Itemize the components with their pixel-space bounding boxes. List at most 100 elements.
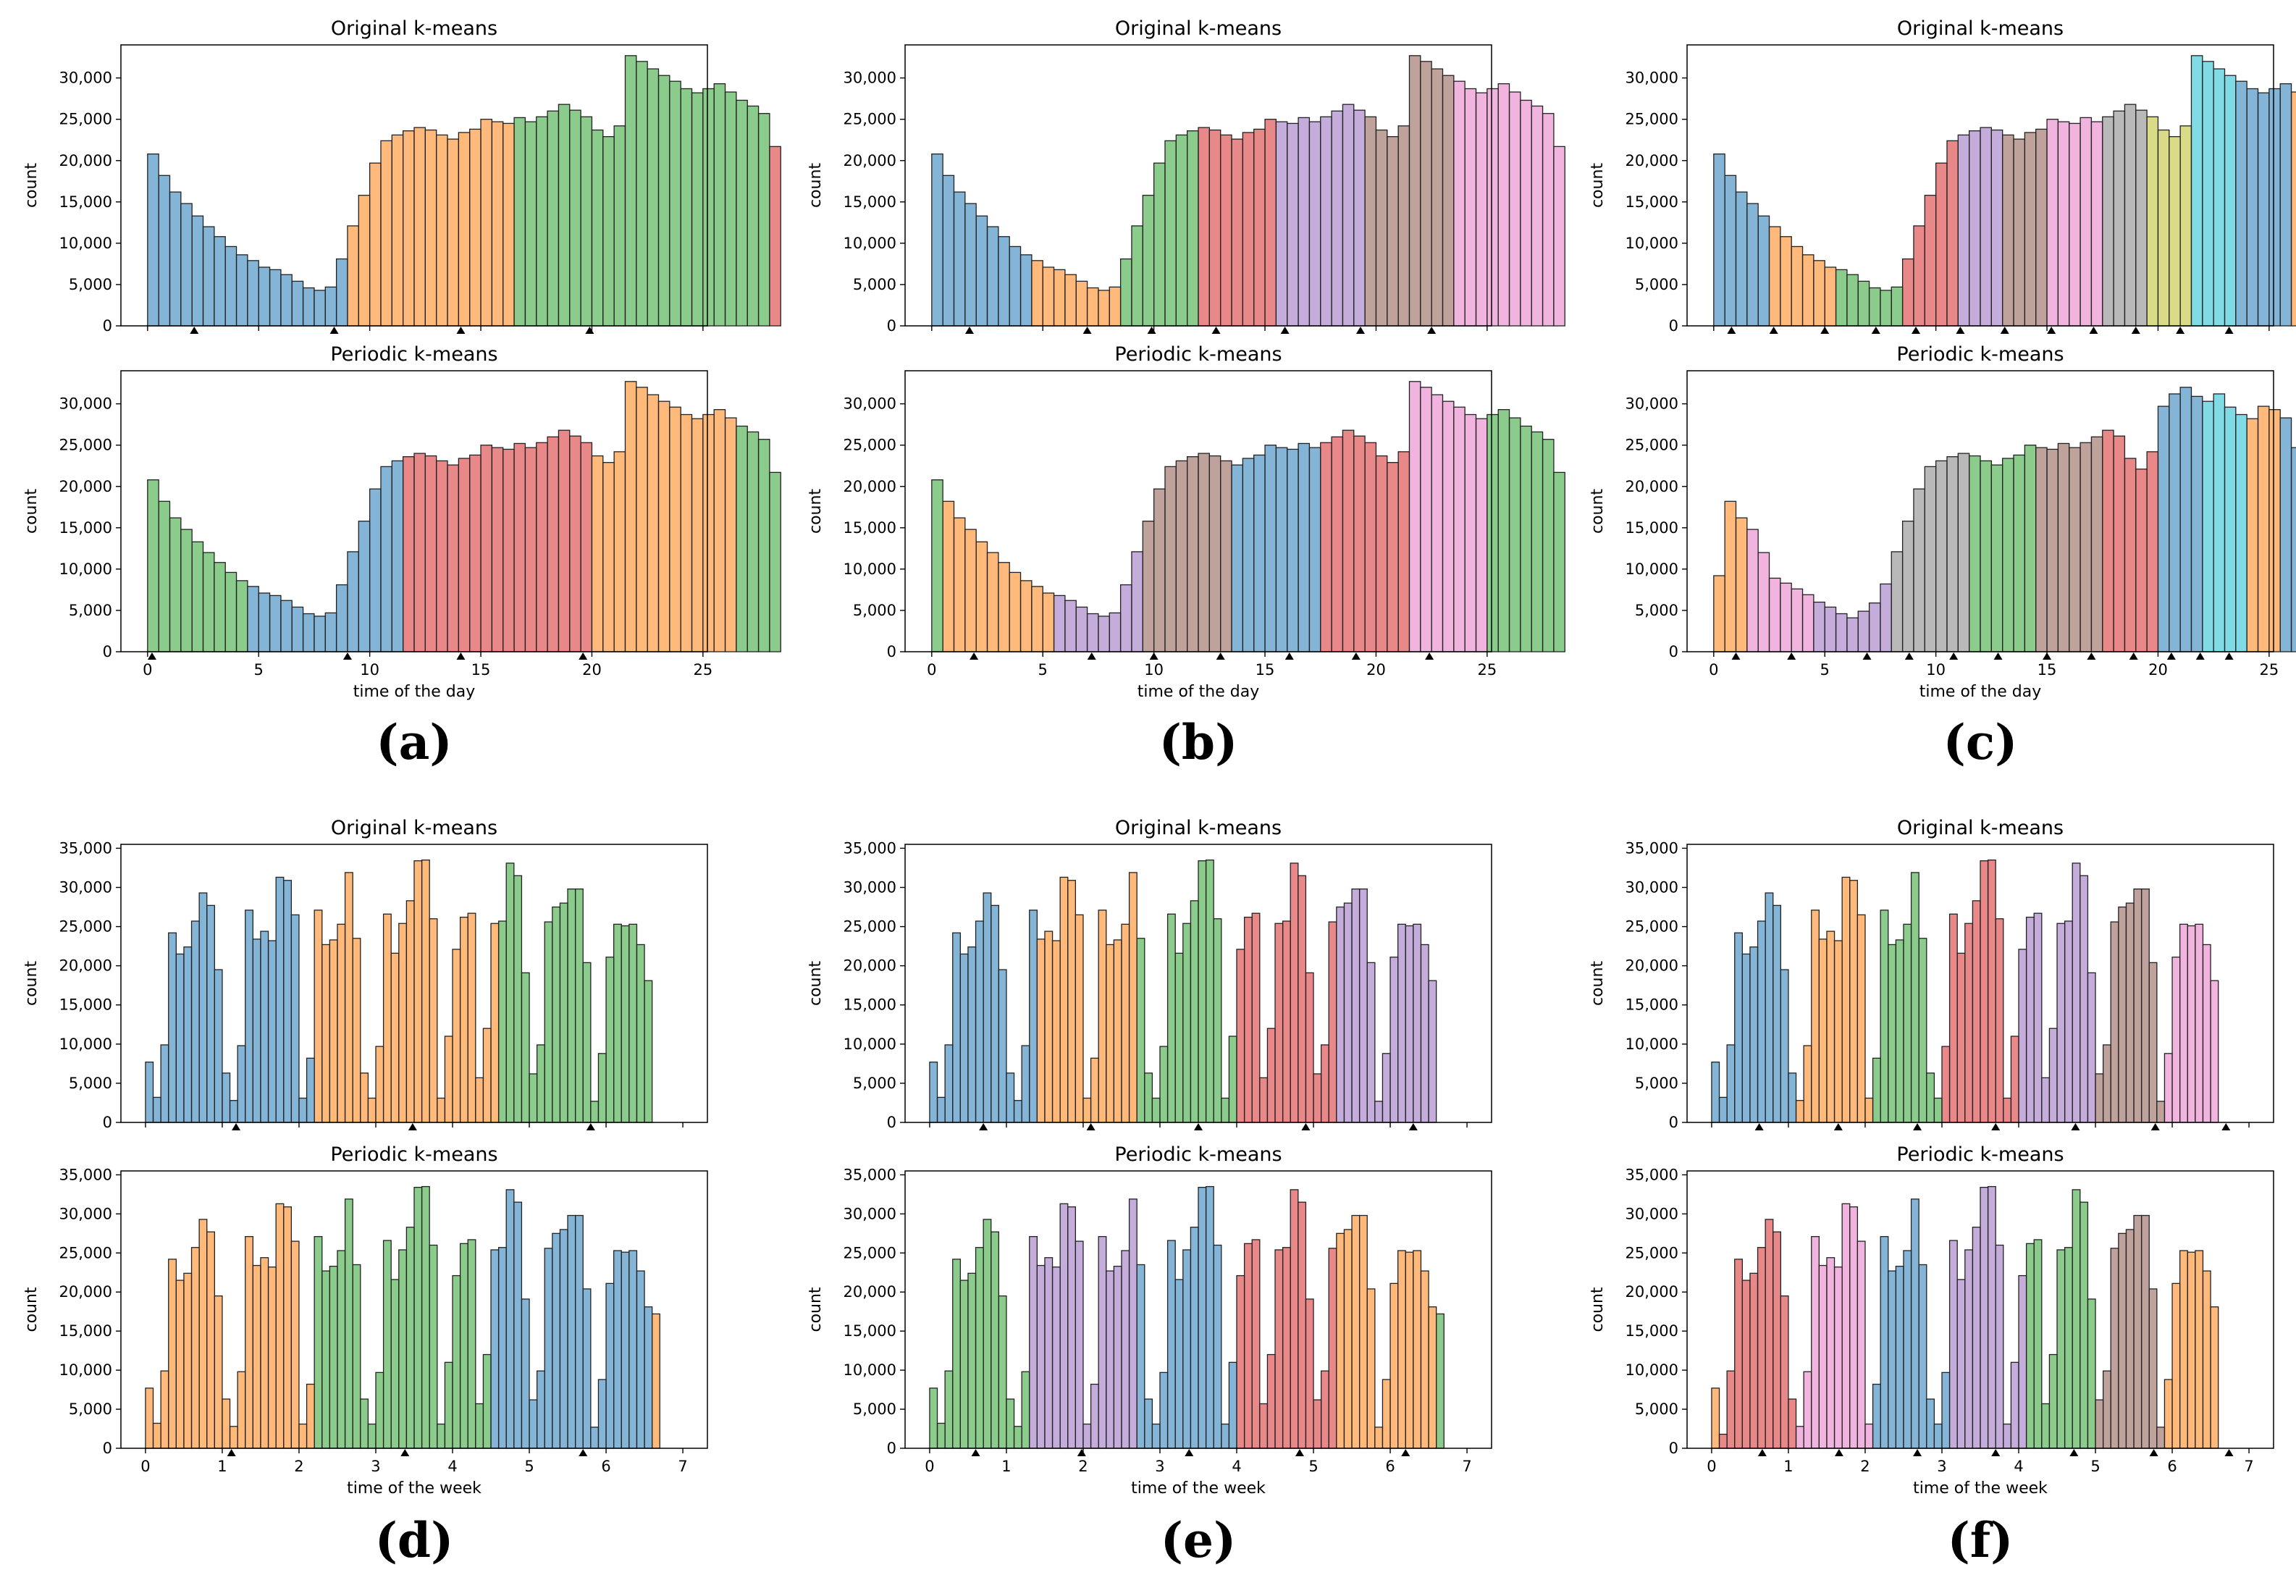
histogram-bar <box>953 517 966 652</box>
centroid-marker <box>190 327 199 334</box>
histogram-bar <box>1364 116 1377 327</box>
axes-frame <box>120 844 708 1123</box>
histogram-bar <box>169 517 182 652</box>
centroid-marker <box>1956 327 1965 334</box>
y-axis-label: count <box>807 961 825 1006</box>
axes-frame <box>120 1170 708 1449</box>
histogram-bar <box>2135 469 2148 652</box>
y-tick-label: 35,000 <box>59 1166 112 1183</box>
histogram-bar <box>1351 889 1361 1123</box>
histogram-bar <box>452 949 461 1123</box>
histogram-bar <box>636 61 648 327</box>
histogram-bar <box>1811 910 1820 1123</box>
histogram-bar <box>352 1264 361 1449</box>
y-tick-label: 5,000 <box>1635 1400 1678 1418</box>
centroid-marker <box>964 327 974 334</box>
x-tick-label: 1 <box>1783 1458 1793 1475</box>
histogram-bar <box>1075 1240 1084 1449</box>
histogram-bar <box>360 1398 369 1449</box>
centroid-marker <box>1295 1449 1304 1456</box>
histogram-bar <box>1765 892 1774 1123</box>
histogram-bar <box>1021 1371 1030 1449</box>
histogram-bar <box>1253 454 1266 652</box>
y-tick-label: 25,000 <box>59 1244 112 1261</box>
histogram-bar <box>405 1227 415 1449</box>
histogram-bar <box>2013 454 2026 652</box>
centroid-marker <box>1284 652 1294 660</box>
histogram-bar <box>1995 918 2004 1123</box>
chart-d-top: Original k-means 0 5,000 10,000 15,000 20,000… <box>22 817 708 1131</box>
histogram-bar <box>1131 551 1143 652</box>
histogram-bar <box>1849 1206 1859 1449</box>
histogram-bar <box>245 910 254 1123</box>
histogram-bar <box>2257 92 2270 327</box>
histogram-bar <box>558 429 571 652</box>
histogram-bar <box>2024 132 2037 327</box>
histogram-bar <box>1735 517 1748 652</box>
histogram-bar <box>929 1062 938 1123</box>
histogram-bar <box>224 245 237 327</box>
histogram-bar <box>291 280 304 327</box>
histogram-bar <box>613 125 626 327</box>
histogram-bar <box>1098 290 1110 327</box>
x-tick-label: 0 <box>1709 661 1718 679</box>
histogram-bar <box>475 1077 484 1123</box>
histogram-bar <box>590 1101 600 1123</box>
histogram-bar <box>536 1370 545 1449</box>
histogram-bar <box>967 946 977 1123</box>
histogram-bar <box>459 916 468 1123</box>
histogram-bar <box>2246 418 2259 652</box>
y-axis-label: count <box>807 163 825 208</box>
histogram-bar <box>1788 1072 1797 1123</box>
histogram-bar <box>1531 105 1544 327</box>
histogram-bar <box>1946 456 1959 652</box>
histogram-bar <box>1888 944 1897 1123</box>
centroid-marker <box>1194 1123 1203 1130</box>
x-tick-label: 6 <box>2167 1458 2177 1475</box>
y-tick-label: 20,000 <box>844 478 896 495</box>
histogram-bar <box>1980 1187 1989 1449</box>
histogram-bar <box>1868 602 1881 652</box>
y-tick-label: 0 <box>103 1114 112 1131</box>
histogram-bar <box>2033 1239 2043 1449</box>
y-tick-label: 0 <box>103 643 112 660</box>
y-tick-label: 25,000 <box>1626 111 1678 128</box>
histogram-bar <box>1159 1372 1169 1449</box>
histogram-bar <box>2213 68 2226 327</box>
histogram-bar <box>1198 453 1210 652</box>
histogram-bar <box>2113 435 2126 652</box>
chart-c-bottom: Periodic k-means 0 5,000 10,000 15,000 20,000… <box>1589 343 2296 701</box>
histogram-bar <box>952 932 961 1123</box>
histogram-bar <box>1964 1249 1974 1449</box>
histogram-bar <box>2064 920 2073 1123</box>
centroid-marker <box>1087 652 1096 660</box>
histogram-bar <box>280 600 293 652</box>
histogram-bar <box>1236 1274 1245 1449</box>
centroid-marker <box>2224 1449 2234 1456</box>
histogram-bar <box>1924 466 1937 652</box>
histogram-bar <box>1320 1370 1329 1449</box>
histogram-bar <box>647 394 660 652</box>
histogram-bar <box>145 1062 154 1123</box>
histogram-bar <box>513 117 526 327</box>
y-tick-label: 30,000 <box>844 395 896 413</box>
histogram-bar <box>2156 1427 2166 1449</box>
x-axis-label: time of the week <box>1913 1479 2048 1498</box>
histogram-bar <box>2179 923 2188 1123</box>
histogram-bar <box>429 1244 438 1449</box>
y-tick-label: 10,000 <box>59 1361 112 1379</box>
histogram-bar <box>1336 1232 1345 1449</box>
histogram-bar <box>298 1097 308 1123</box>
centroid-marker <box>1401 1449 1410 1456</box>
chart-f-top: Original k-means 0 5,000 10,000 15,000 20,000… <box>1589 817 2274 1131</box>
histogram-bar <box>621 1251 630 1449</box>
histogram-bar <box>1734 932 1743 1123</box>
histogram-bar <box>986 226 999 327</box>
histogram-bar <box>1082 1097 1092 1123</box>
axes-frame <box>1686 1170 2274 1449</box>
histogram-bar <box>1067 1206 1077 1449</box>
histogram-bar <box>1182 1249 1192 1449</box>
histogram-bar <box>2041 1077 2051 1123</box>
histogram-bar <box>491 447 504 652</box>
histogram-bar <box>1174 952 1184 1123</box>
